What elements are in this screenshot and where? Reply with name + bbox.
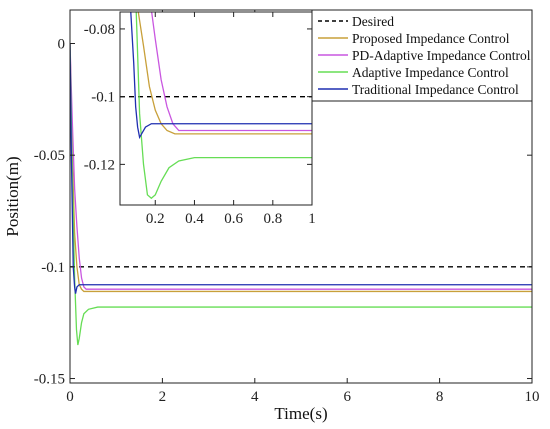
y-tick-label: -0.12 [84,157,115,173]
legend-entry: Adaptive Impedance Control [352,65,509,80]
legend-entry: Proposed Impedance Control [352,31,510,46]
y-tick-label: 0 [58,37,66,53]
x-tick-label: 0.8 [263,211,282,227]
series-group [70,43,532,346]
series-line-traditional-impedance-control [70,43,532,294]
series-line-adaptive-impedance-control [135,12,312,200]
series-group [120,12,312,200]
y-axis-label: Position(m) [3,156,22,236]
x-tick-label: 2 [159,389,167,405]
x-tick-label: 1 [308,211,316,227]
series-line-proposed-impedance-control [70,43,532,293]
y-tick-label: -0.05 [34,148,65,164]
legend-entry: Traditional Impedance Control [352,82,519,97]
x-tick-label: 0.2 [146,211,165,227]
x-tick-label: 6 [343,389,351,405]
series-line-traditional-impedance-control [130,12,312,140]
plot-frame [69,9,533,384]
x-tick-label: 4 [251,389,259,405]
series-line-pd-adaptive-impedance-control [70,43,532,290]
x-tick-label: 0 [66,389,74,405]
main-plot: 0 2 4 6 8 10 0 -0.05 -0.1 -0.15 Time(s) Position(m) [3,9,540,423]
series-line-adaptive-impedance-control [70,43,532,346]
x-tick-label: 0.4 [185,211,204,227]
legend-entry: PD-Adaptive Impedance Control [352,48,531,63]
x-tick-label: 10 [525,389,540,405]
y-tick-label: -0.15 [34,372,65,388]
inset-plot: 0.2 0.4 0.6 0.8 1 -0.08 -0.1 -0.12 [84,11,316,227]
legend-box [311,9,533,102]
x-tick-label: 0.6 [224,211,243,227]
x-axis-label: Time(s) [274,404,327,423]
plot-frame [119,11,313,206]
x-tick-label: 8 [436,389,444,405]
legend: Desired Proposed Impedance Control PD-Adap… [311,9,533,102]
y-tick-label: -0.08 [84,22,115,38]
legend-entry: Desired [352,14,394,29]
inset-background [120,12,312,205]
y-tick-label: -0.1 [91,90,115,106]
y-tick-label: -0.1 [41,260,65,276]
